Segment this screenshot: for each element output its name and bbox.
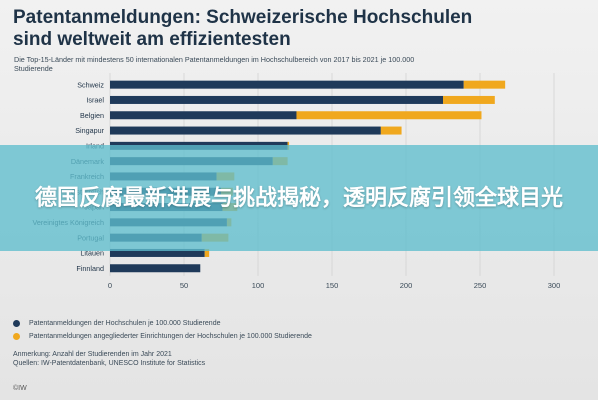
category-label: Belgien: [80, 111, 104, 120]
footnote: Anmerkung: Anzahl der Studierenden im Ja…: [13, 351, 172, 358]
category-label: Finnland: [76, 264, 104, 273]
category-label: Singapur: [75, 126, 104, 135]
headline-text: 德国反腐最新进展与挑战揭秘，透明反腐引领全球目光: [34, 185, 563, 210]
x-tick-label: 200: [400, 281, 413, 290]
chart-title: Patentanmeldungen: Schweizerische Hochsc…: [13, 7, 573, 51]
category-label: Schweiz: [77, 80, 104, 89]
bar-hochschulen: [110, 95, 443, 104]
bar-angegliedert: [296, 111, 482, 120]
bar-hochschulen: [110, 126, 381, 135]
bar-angegliedert: [204, 248, 210, 257]
x-tick-label: 0: [108, 281, 112, 290]
legend-swatch-angegliedert: [13, 333, 20, 340]
legend-swatch-hochschulen: [13, 320, 20, 327]
bar-hochschulen: [110, 80, 464, 89]
x-tick-label: 100: [252, 281, 265, 290]
publisher-logo: ©IW: [13, 385, 27, 392]
bar-hochschulen: [110, 111, 297, 120]
bar-angegliedert: [443, 95, 495, 104]
category-label: Israel: [86, 96, 104, 105]
subtitle-line-1: Die Top-15-Länder mit mindestens 50 inte…: [14, 55, 415, 64]
legend-label-angegliedert: Patentanmeldungen angegliederter Einrich…: [29, 333, 312, 340]
category-label: Litauen: [80, 249, 104, 258]
subtitle-line-2: Studierende: [14, 64, 53, 73]
x-tick-label: 150: [326, 281, 339, 290]
bar-angegliedert: [380, 126, 402, 135]
x-tick-label: 300: [548, 281, 561, 290]
title-line-1: Patentanmeldungen: Schweizerische Hochsc…: [13, 7, 473, 28]
legend-item-angegliedert: Patentanmeldungen angegliederter Einrich…: [13, 333, 312, 340]
legend-label-hochschulen: Patentanmeldungen der Hochschulen je 100…: [29, 320, 221, 327]
title-line-2: sind weltweit am effizientesten: [13, 29, 291, 50]
bar-angegliedert: [463, 80, 506, 89]
legend-item-hochschulen: Patentanmeldungen der Hochschulen je 100…: [13, 320, 220, 327]
bar-hochschulen: [110, 248, 205, 257]
headline-banner: 德国反腐最新进展与挑战揭秘，透明反腐引领全球目光: [0, 145, 598, 251]
chart-subtitle: Die Top-15-Länder mit mindestens 50 inte…: [14, 55, 554, 73]
x-tick-label: 250: [474, 281, 487, 290]
bar-hochschulen: [110, 264, 201, 273]
x-tick-label: 50: [180, 281, 188, 290]
source-note: Quellen: IW-Patentdatenbank, UNESCO Inst…: [13, 360, 206, 367]
